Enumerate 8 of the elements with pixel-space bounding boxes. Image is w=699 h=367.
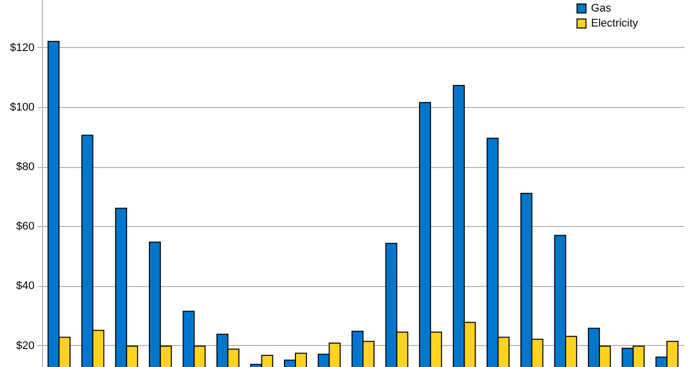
- y-tick-label: $120: [10, 42, 34, 54]
- y-tick-label: $80: [16, 161, 34, 174]
- y-tick-label: $60: [16, 220, 34, 233]
- y-tick-label: $20: [16, 340, 34, 352]
- legend-label: Electricity: [591, 18, 639, 30]
- y-tick-label: $40: [16, 280, 34, 292]
- y-tick-label: $100: [10, 101, 34, 114]
- legend-label: Gas: [591, 2, 612, 14]
